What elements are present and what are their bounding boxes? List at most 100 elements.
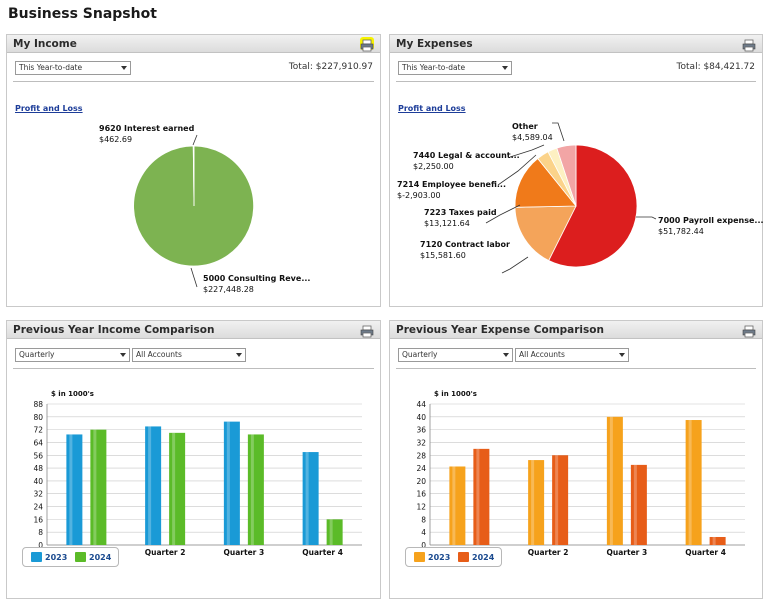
y-tick-label: 32 bbox=[416, 438, 426, 447]
printer-icon[interactable] bbox=[742, 323, 756, 338]
x-tick-label: Quarter 4 bbox=[685, 548, 726, 557]
expenses-panel-title: My Expenses bbox=[396, 38, 473, 50]
bar[interactable] bbox=[473, 448, 490, 545]
bar-highlight bbox=[712, 536, 716, 545]
y-tick-label: 0 bbox=[38, 541, 43, 550]
leader-line bbox=[501, 256, 529, 274]
slice-label: 7223 Taxes paid bbox=[424, 208, 497, 217]
bar-highlight bbox=[305, 452, 309, 545]
bar[interactable] bbox=[223, 421, 240, 545]
chevron-down-icon bbox=[120, 353, 126, 357]
divider bbox=[13, 81, 374, 82]
expenses-panel: My Expenses This Year-to-date Total: $84… bbox=[389, 34, 764, 307]
y-tick-label: 48 bbox=[33, 464, 43, 473]
bar-highlight bbox=[172, 432, 176, 545]
chevron-down-icon bbox=[619, 353, 625, 357]
expense-bar-chart: $ in 1000's 0 4 8 12 16 20 24 28 32 36 40 44 Quarter… bbox=[416, 390, 745, 557]
expenses-period-value: This Year-to-date bbox=[402, 63, 466, 72]
y-tick-label: 8 bbox=[38, 528, 43, 537]
slice-label: 9620 Interest earned bbox=[99, 124, 195, 133]
profit-loss-link[interactable]: Profit and Loss bbox=[398, 104, 466, 113]
slice-label: 7120 Contract labor bbox=[420, 240, 510, 249]
legend-label: 2024 bbox=[472, 553, 495, 562]
y-axis-label: $ in 1000's bbox=[51, 390, 94, 398]
bar-highlight bbox=[633, 464, 637, 545]
slice-value: $51,782.44 bbox=[658, 227, 704, 236]
pie-slice[interactable] bbox=[514, 157, 577, 208]
y-tick-label: 80 bbox=[33, 413, 43, 422]
bar-highlight bbox=[93, 429, 97, 545]
income-interval-value: Quarterly bbox=[19, 350, 55, 359]
printer-icon[interactable] bbox=[360, 37, 374, 52]
income-panel: My Income This Year-to-date Total: $227,… bbox=[6, 34, 381, 307]
bar[interactable] bbox=[685, 420, 702, 545]
bar[interactable] bbox=[606, 416, 623, 545]
bar-highlight bbox=[452, 466, 456, 545]
divider bbox=[396, 368, 756, 369]
legend-swatch bbox=[31, 552, 42, 562]
bar[interactable] bbox=[449, 466, 466, 545]
divider bbox=[396, 81, 756, 82]
pie-slice[interactable] bbox=[548, 144, 638, 268]
expense-comparison-header: Previous Year Expense Comparison bbox=[390, 321, 762, 339]
expense-accounts-select[interactable]: All Accounts bbox=[515, 348, 629, 362]
bar[interactable] bbox=[326, 519, 343, 545]
bar-highlight bbox=[531, 460, 535, 545]
y-tick-label: 56 bbox=[33, 451, 43, 460]
y-tick-label: 72 bbox=[33, 426, 43, 435]
bar[interactable] bbox=[552, 455, 569, 545]
divider bbox=[13, 368, 374, 369]
y-tick-label: 24 bbox=[416, 464, 426, 473]
pie-slice[interactable] bbox=[556, 144, 577, 207]
y-tick-label: 0 bbox=[421, 541, 426, 550]
y-tick-label: 40 bbox=[416, 413, 426, 422]
bar-highlight bbox=[688, 420, 692, 545]
bar[interactable] bbox=[90, 429, 107, 545]
income-panel-title: My Income bbox=[13, 38, 77, 50]
y-tick-label: 88 bbox=[33, 400, 43, 409]
x-tick-label: Quarter 2 bbox=[145, 548, 186, 557]
income-accounts-value: All Accounts bbox=[136, 350, 182, 359]
y-tick-label: 40 bbox=[33, 477, 43, 486]
legend-label: 2023 bbox=[428, 553, 451, 562]
slice-value: $13,121.64 bbox=[424, 219, 470, 228]
bar[interactable] bbox=[66, 434, 83, 545]
bar[interactable] bbox=[709, 536, 726, 545]
bar[interactable] bbox=[145, 426, 162, 545]
leader-line bbox=[552, 122, 565, 142]
bar[interactable] bbox=[302, 452, 319, 545]
income-comparison-title: Previous Year Income Comparison bbox=[13, 324, 215, 336]
expense-interval-value: Quarterly bbox=[402, 350, 438, 359]
expense-interval-select[interactable]: Quarterly bbox=[398, 348, 513, 362]
leader-line bbox=[192, 134, 198, 146]
x-tick-label: Quarter 3 bbox=[224, 548, 265, 557]
legend-swatch bbox=[75, 552, 86, 562]
expenses-panel-header: My Expenses bbox=[390, 35, 762, 53]
bar[interactable] bbox=[528, 460, 545, 545]
expenses-period-select[interactable]: This Year-to-date bbox=[398, 61, 512, 75]
bar-highlight bbox=[329, 519, 333, 545]
income-period-value: This Year-to-date bbox=[19, 63, 83, 72]
bar[interactable] bbox=[630, 464, 647, 545]
pie-slice[interactable] bbox=[514, 205, 577, 262]
chevron-down-icon bbox=[502, 66, 508, 70]
y-tick-label: 36 bbox=[416, 426, 426, 435]
income-period-select[interactable]: This Year-to-date bbox=[15, 61, 131, 75]
pie-slice[interactable] bbox=[192, 145, 195, 207]
slice-value: $227,448.28 bbox=[203, 285, 254, 294]
legend-label: 2023 bbox=[45, 553, 68, 562]
profit-loss-link[interactable]: Profit and Loss bbox=[15, 104, 83, 113]
bar[interactable] bbox=[247, 434, 264, 545]
printer-icon[interactable] bbox=[742, 37, 756, 52]
printer-icon[interactable] bbox=[360, 323, 374, 338]
income-comparison-panel: Previous Year Income Comparison Quarterl… bbox=[6, 320, 381, 599]
income-total: Total: $227,910.97 bbox=[288, 62, 373, 72]
chevron-down-icon bbox=[503, 353, 509, 357]
expense-comparison-title: Previous Year Expense Comparison bbox=[396, 324, 604, 336]
slice-value: $15,581.60 bbox=[420, 251, 466, 260]
expense-comparison-panel: Previous Year Expense Comparison Quarter… bbox=[389, 320, 763, 599]
income-interval-select[interactable]: Quarterly bbox=[15, 348, 130, 362]
bar-highlight bbox=[69, 434, 73, 545]
income-accounts-select[interactable]: All Accounts bbox=[132, 348, 246, 362]
bar[interactable] bbox=[169, 432, 186, 545]
